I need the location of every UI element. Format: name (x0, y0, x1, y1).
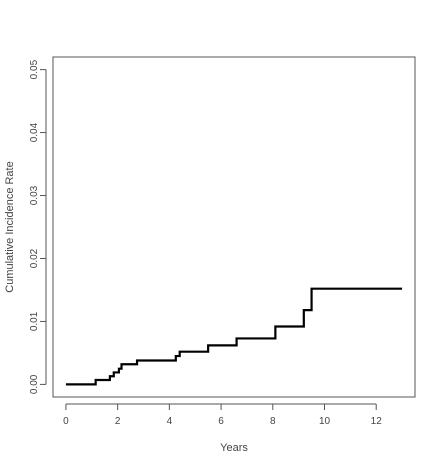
x-tick-label: 0 (63, 416, 69, 427)
y-tick-label: 0.05 (29, 59, 40, 79)
x-axis: 0 2 4 6 8 10 12 (63, 403, 383, 427)
y-axis-label: Cumulative Incidence Rate (4, 161, 16, 292)
y-axis: 0.00 0.01 0.02 0.03 0.04 0.05 (29, 59, 47, 394)
x-tick-label: 8 (270, 416, 276, 427)
y-tick-label: 0.04 (29, 122, 40, 142)
x-tick-label: 2 (115, 416, 121, 427)
x-tick-label: 4 (167, 416, 173, 427)
plot-frame (52, 56, 416, 398)
x-tick-label: 12 (371, 416, 383, 427)
series-line (65, 287, 403, 386)
series-layer (65, 287, 403, 386)
y-tick-label: 0.02 (29, 248, 40, 268)
x-tick-label: 6 (218, 416, 224, 427)
y-tick-label: 0.00 (29, 374, 40, 394)
y-tick-label: 0.03 (29, 185, 40, 205)
x-axis-label: Years (220, 442, 248, 454)
x-tick-label: 10 (319, 416, 331, 427)
y-tick-label: 0.01 (29, 311, 40, 331)
